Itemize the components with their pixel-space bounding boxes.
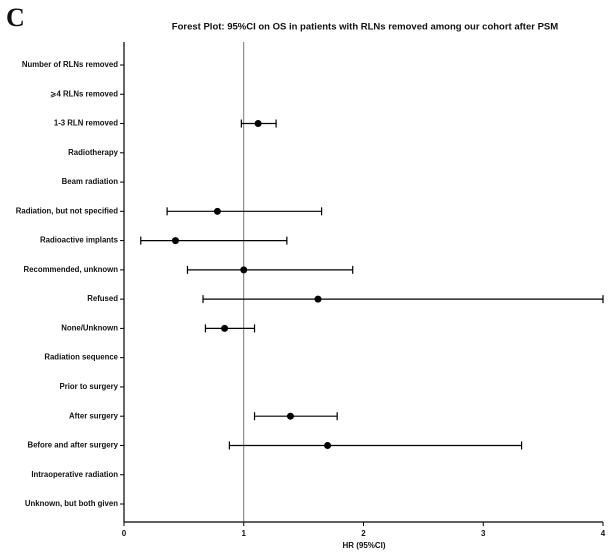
hr-point	[314, 295, 322, 303]
hr-point	[213, 207, 221, 215]
y-tick-label: Number of RLNs removed	[22, 60, 118, 69]
y-tick-label: Unknown, but both given	[25, 499, 118, 508]
hr-point	[221, 324, 229, 332]
x-tick-label: 4	[601, 529, 606, 538]
chart-title: Forest Plot: 95%CI on OS in patients wit…	[172, 22, 558, 33]
y-tick-label: Prior to surgery	[60, 382, 119, 391]
hr-point	[324, 441, 332, 449]
hr-point	[171, 237, 179, 245]
y-tick-label: Before and after surgery	[27, 441, 118, 450]
y-tick-label: After surgery	[69, 411, 119, 420]
hr-point	[240, 266, 248, 274]
x-tick-label: 2	[361, 529, 366, 538]
y-tick-label: ⩾4 RLNs removed	[50, 89, 118, 98]
y-tick-label: Radioactive implants	[40, 236, 119, 245]
panel-label: C	[6, 3, 25, 32]
y-tick-label: 1-3 RLN removed	[54, 119, 118, 128]
y-tick-label: Radiation sequence	[44, 353, 118, 362]
y-tick-label: Radiation, but not specified	[16, 206, 118, 215]
y-tick-label: Beam radiation	[62, 177, 119, 186]
y-tick-label: Recommended, unknown	[24, 265, 119, 274]
hr-point	[254, 120, 262, 128]
y-tick-label: Radiotherapy	[68, 148, 118, 157]
x-tick-label: 0	[122, 529, 127, 538]
x-tick-label: 1	[242, 529, 247, 538]
hr-point	[286, 412, 294, 420]
y-tick-label: Intraoperative radiation	[31, 470, 118, 479]
y-tick-label: None/Unknown	[61, 323, 118, 332]
x-axis-label: HR (95%CI)	[342, 541, 385, 550]
x-tick-label: 3	[481, 529, 486, 538]
y-tick-label: Refused	[87, 294, 118, 303]
